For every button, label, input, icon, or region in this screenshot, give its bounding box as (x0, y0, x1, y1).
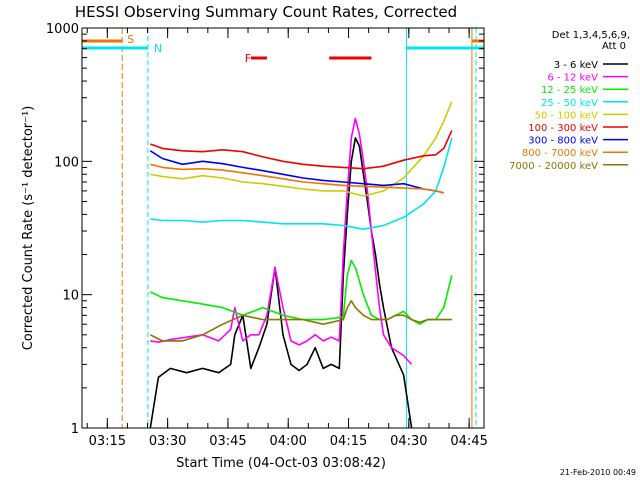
y-tick-label: 1 (71, 422, 79, 437)
x-tick-label: 03:45 (209, 434, 246, 449)
x-tick-label: 04:00 (269, 434, 306, 449)
series-line-3 (150, 137, 453, 230)
legend-label-1: 6 - 12 keV (547, 73, 598, 84)
legend-label-7: 800 - 7000 keV (522, 148, 598, 159)
legend-label-4: 50 - 100 keV (535, 110, 599, 121)
series-line-7 (150, 163, 444, 194)
chart-title: HESSI Observing Summary Count Rates, Cor… (75, 3, 457, 21)
series-line-6 (149, 150, 444, 194)
legend-label-8: 7000 - 20000 keV (509, 161, 598, 172)
x-tick-label: 03:15 (89, 434, 126, 449)
plot-area: S N F (82, 28, 484, 429)
y-tick-label: 1000 (46, 22, 79, 37)
footer-timestamp: 21-Feb-2010 00:49 (560, 468, 636, 477)
y-tick-label: 100 (54, 155, 79, 170)
series-line-2 (149, 259, 453, 326)
y-axis-label: Corrected Count Rate (s⁻¹ detector⁻¹) (21, 106, 36, 351)
y-tick-label: 10 (62, 289, 79, 304)
legend: Det 1,3,4,5,6,9,Att 0 3 - 6 keV 6 - 12 keV… (509, 30, 630, 172)
flare-marker-label: F (245, 52, 251, 65)
x-tick-label: 04:45 (450, 434, 487, 449)
series-line-8 (149, 299, 452, 342)
legend-label-3: 25 - 50 keV (541, 98, 598, 109)
night-marker-label: N (154, 42, 162, 55)
legend-label-0: 3 - 6 keV (554, 60, 598, 71)
legend-header: Det 1,3,4,5,6,9, (552, 30, 630, 41)
series-line-5 (150, 130, 453, 170)
x-tick-label: 04:15 (330, 434, 367, 449)
x-tick-label: 03:30 (149, 434, 186, 449)
legend-label-5: 100 - 300 keV (528, 123, 598, 134)
legend-label-2: 12 - 25 keV (541, 85, 598, 96)
series-line-4 (150, 101, 453, 197)
axes: 03:15 03:30 03:45 04:00 04:15 04:30 04:45 1 10 10… (46, 22, 488, 449)
x-tick-label: 04:30 (390, 434, 427, 449)
legend-label-6: 300 - 800 keV (528, 136, 598, 147)
x-axis-label: Start Time (04-Oct-03 03:08:42) (176, 456, 386, 471)
series-line-1 (150, 117, 413, 365)
saa-marker-label: S (127, 33, 134, 46)
legend-header: Att 0 (602, 41, 626, 52)
plot-frame (81, 27, 485, 429)
series-line-0 (149, 137, 413, 429)
